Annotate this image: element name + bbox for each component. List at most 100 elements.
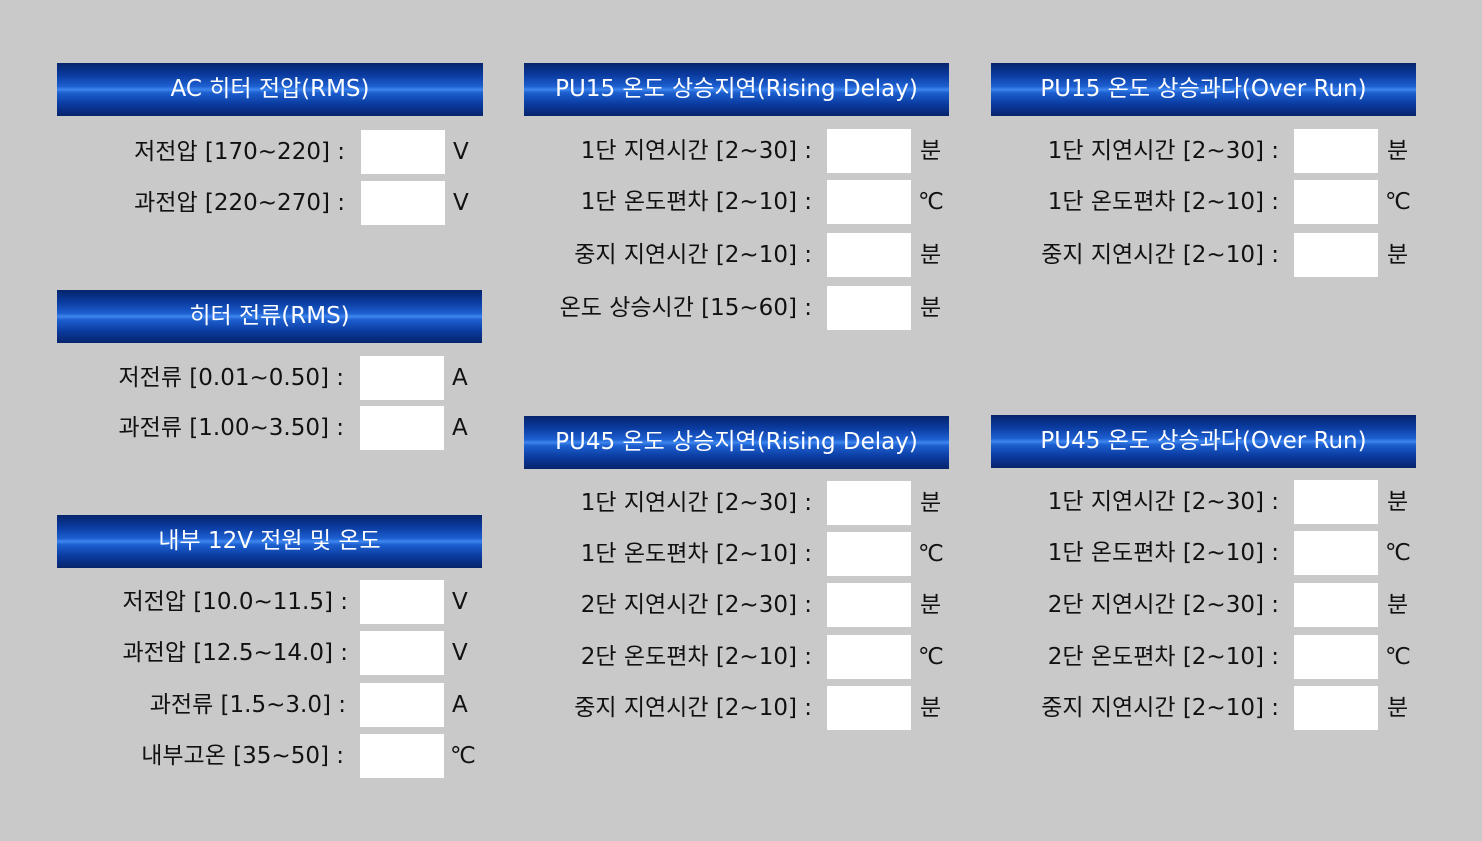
field-label: 1단 지연시간 [2~30] : <box>1047 489 1279 515</box>
stage1-delay-input[interactable] <box>1294 480 1378 524</box>
field-row-stop-delay: 중지 지연시간 [2~10] : 분 <box>524 686 949 730</box>
stage1-temp-dev-input[interactable] <box>1294 180 1378 224</box>
stage1-temp-dev-input[interactable] <box>1294 531 1378 575</box>
field-unit: 분 <box>920 695 942 721</box>
field-unit: ℃ <box>1385 644 1411 670</box>
temp-rise-time-input[interactable] <box>827 286 911 330</box>
field-row-low-voltage: 저전압 [170~220] : V <box>57 130 483 174</box>
field-label: 온도 상승시간 [15~60] : <box>559 295 812 321</box>
field-row-over-voltage: 과전압 [220~270] : V <box>57 181 483 225</box>
stage1-delay-input[interactable] <box>1294 129 1378 173</box>
field-row-stage1-temp-dev: 1단 온도편차 [2~10] : ℃ <box>524 532 949 576</box>
field-label: 중지 지연시간 [2~10] : <box>1041 242 1279 268</box>
field-unit: ℃ <box>918 644 944 670</box>
panel-pu45-over-run: PU45 온도 상승과다(Over Run) 1단 지연시간 [2~30] : … <box>991 415 1416 730</box>
panel-ac-heater-voltage: AC 히터 전압(RMS) 저전압 [170~220] : V 과전압 [220… <box>57 63 483 233</box>
field-row-stage1-temp-dev: 1단 온도편차 [2~10] : ℃ <box>991 180 1416 224</box>
field-row-stage2-temp-dev: 2단 온도편차 [2~10] : ℃ <box>524 635 949 679</box>
over-current-input[interactable] <box>360 683 444 727</box>
field-row-stage1-delay: 1단 지연시간 [2~30] : 분 <box>991 480 1416 524</box>
panel-title: 히터 전류(RMS) <box>57 290 482 343</box>
field-row-over-current: 과전류 [1.5~3.0] : A <box>57 683 482 727</box>
field-unit: 분 <box>1387 695 1409 721</box>
panel-heater-current: 히터 전류(RMS) 저전류 [0.01~0.50] : A 과전류 [1.00… <box>57 290 482 460</box>
field-row-stage1-temp-dev: 1단 온도편차 [2~10] : ℃ <box>991 531 1416 575</box>
panel-pu15-over-run: PU15 온도 상승과다(Over Run) 1단 지연시간 [2~30] : … <box>991 63 1416 283</box>
field-unit: 분 <box>920 592 942 618</box>
field-row-stage1-delay: 1단 지연시간 [2~30] : 분 <box>991 129 1416 173</box>
internal-temp-input[interactable] <box>360 734 444 778</box>
field-row-stage1-temp-dev: 1단 온도편차 [2~10] : ℃ <box>524 180 949 224</box>
field-label: 2단 온도편차 [2~10] : <box>580 644 812 670</box>
stage1-delay-input[interactable] <box>827 481 911 525</box>
low-current-input[interactable] <box>360 356 444 400</box>
over-voltage-input[interactable] <box>360 631 444 675</box>
field-unit: 분 <box>920 490 942 516</box>
field-label: 1단 지연시간 [2~30] : <box>580 138 812 164</box>
panel-title: AC 히터 전압(RMS) <box>57 63 483 116</box>
field-row-stage2-delay: 2단 지연시간 [2~30] : 분 <box>991 583 1416 627</box>
field-label: 중지 지연시간 [2~10] : <box>574 695 812 721</box>
field-label: 1단 온도편차 [2~10] : <box>580 541 812 567</box>
field-row-low-voltage: 저전압 [10.0~11.5] : V <box>57 580 482 624</box>
field-label: 저전류 [0.01~0.50] : <box>118 365 345 391</box>
stage2-temp-dev-input[interactable] <box>827 635 911 679</box>
stage1-delay-input[interactable] <box>827 129 911 173</box>
field-label: 과전압 [12.5~14.0] : <box>122 640 349 666</box>
field-row-over-current: 과전류 [1.00~3.50] : A <box>57 406 482 450</box>
field-label: 1단 온도편차 [2~10] : <box>580 189 812 215</box>
field-unit: V <box>453 139 469 165</box>
stage1-temp-dev-input[interactable] <box>827 532 911 576</box>
field-label: 중지 지연시간 [2~10] : <box>574 242 812 268</box>
stop-delay-input[interactable] <box>827 233 911 277</box>
field-unit: 분 <box>1387 242 1409 268</box>
over-current-input[interactable] <box>360 406 444 450</box>
field-row-stop-delay: 중지 지연시간 [2~10] : 분 <box>991 233 1416 277</box>
field-row-stop-delay: 중지 지연시간 [2~10] : 분 <box>524 233 949 277</box>
field-label: 1단 온도편차 [2~10] : <box>1047 189 1279 215</box>
field-unit: ℃ <box>918 189 944 215</box>
field-unit: ℃ <box>1385 189 1411 215</box>
field-unit: A <box>452 365 468 391</box>
low-voltage-input[interactable] <box>360 580 444 624</box>
field-label: 과전류 [1.5~3.0] : <box>149 692 346 718</box>
field-row-stage2-delay: 2단 지연시간 [2~30] : 분 <box>524 583 949 627</box>
stage2-temp-dev-input[interactable] <box>1294 635 1378 679</box>
stage1-temp-dev-input[interactable] <box>827 180 911 224</box>
field-row-stop-delay: 중지 지연시간 [2~10] : 분 <box>991 686 1416 730</box>
low-voltage-input[interactable] <box>361 130 445 174</box>
field-label: 중지 지연시간 [2~10] : <box>1041 695 1279 721</box>
stage2-delay-input[interactable] <box>1294 583 1378 627</box>
field-unit: 분 <box>920 138 942 164</box>
panel-pu45-rising-delay: PU45 온도 상승지연(Rising Delay) 1단 지연시간 [2~30… <box>524 416 949 731</box>
panel-title: 내부 12V 전원 및 온도 <box>57 515 482 568</box>
field-label: 저전압 [10.0~11.5] : <box>122 589 349 615</box>
stage2-delay-input[interactable] <box>827 583 911 627</box>
field-unit: ℃ <box>918 541 944 567</box>
field-unit: V <box>452 640 468 666</box>
field-unit: 분 <box>1387 592 1409 618</box>
stop-delay-input[interactable] <box>1294 686 1378 730</box>
field-row-temp-rise-time: 온도 상승시간 [15~60] : 분 <box>524 286 949 330</box>
stop-delay-input[interactable] <box>1294 233 1378 277</box>
field-row-low-current: 저전류 [0.01~0.50] : A <box>57 356 482 400</box>
field-unit: ℃ <box>450 743 476 769</box>
field-label: 과전류 [1.00~3.50] : <box>118 415 345 441</box>
stop-delay-input[interactable] <box>827 686 911 730</box>
panel-title: PU15 온도 상승지연(Rising Delay) <box>524 63 949 116</box>
field-unit: 분 <box>1387 489 1409 515</box>
field-label: 1단 온도편차 [2~10] : <box>1047 540 1279 566</box>
field-unit: A <box>452 415 468 441</box>
field-label: 2단 지연시간 [2~30] : <box>1047 592 1279 618</box>
panel-title: PU45 온도 상승지연(Rising Delay) <box>524 416 949 469</box>
field-unit: ℃ <box>1385 540 1411 566</box>
field-unit: A <box>452 692 468 718</box>
panel-pu15-rising-delay: PU15 온도 상승지연(Rising Delay) 1단 지연시간 [2~30… <box>524 63 949 333</box>
field-label: 2단 지연시간 [2~30] : <box>580 592 812 618</box>
field-label: 저전압 [170~220] : <box>134 139 345 165</box>
field-row-stage1-delay: 1단 지연시간 [2~30] : 분 <box>524 481 949 525</box>
over-voltage-input[interactable] <box>361 181 445 225</box>
field-label: 1단 지연시간 [2~30] : <box>580 490 812 516</box>
field-unit: V <box>453 190 469 216</box>
panel-internal-12v: 내부 12V 전원 및 온도 저전압 [10.0~11.5] : V 과전압 [… <box>57 515 482 780</box>
